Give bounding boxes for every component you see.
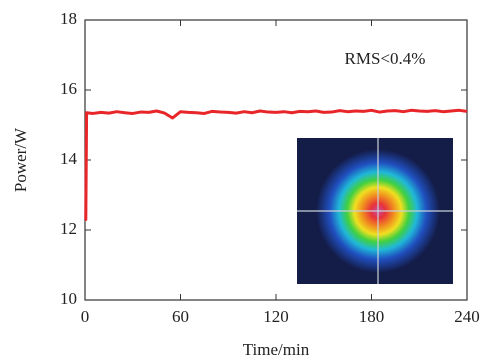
y-tick-label: 18 [60, 9, 77, 28]
y-tick-label: 16 [60, 79, 77, 98]
x-tick-label: 0 [81, 307, 90, 326]
y-tick-label: 14 [60, 149, 78, 168]
annotation: RMS<0.4% [345, 49, 426, 68]
x-tick-label: 120 [263, 307, 289, 326]
chart: RMS<0.4% Time/min Power/W 10121416180601… [0, 0, 488, 363]
x-axis-label: Time/min [243, 340, 310, 359]
x-tick-label: 180 [359, 307, 385, 326]
inset-beam-image [297, 138, 453, 284]
x-tick-label: 240 [454, 307, 480, 326]
y-tick-label: 12 [60, 219, 77, 238]
y-axis-label: Power/W [11, 127, 30, 192]
x-tick-label: 60 [172, 307, 189, 326]
y-tick-label: 10 [60, 289, 77, 308]
page: {"chart_data": {"type": "line", "x_label… [0, 0, 488, 363]
